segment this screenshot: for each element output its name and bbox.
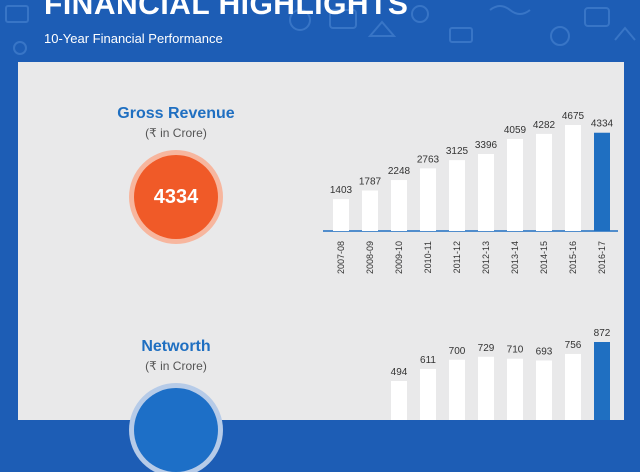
bar-2011-12 bbox=[449, 359, 465, 420]
page-title: FINANCIAL HIGHLIGHTS bbox=[44, 0, 409, 21]
data-label-2012-13: 729 bbox=[478, 343, 495, 354]
data-label-2016-17: 872 bbox=[594, 328, 611, 339]
tick-label-2011-12: 2011-12 bbox=[452, 241, 462, 273]
data-label-2014-15: 693 bbox=[536, 346, 553, 357]
header-pattern bbox=[5, 5, 636, 55]
bar-2016-17 bbox=[594, 342, 610, 420]
bar-2012-13 bbox=[478, 356, 494, 420]
data-label-2013-14: 4059 bbox=[504, 125, 527, 136]
gross-revenue-unit: (₹ in Crore) bbox=[145, 126, 207, 140]
gross-revenue-chart: 1403 2007-08 1787 2008-09 2248 2009-10 2763 201… bbox=[323, 111, 618, 274]
bar-2009-10 bbox=[391, 180, 407, 231]
data-label-2016-17: 4334 bbox=[591, 119, 614, 130]
bar-2011-12 bbox=[449, 160, 465, 231]
tick-label-2012-13: 2012-13 bbox=[481, 241, 491, 274]
networth-title: Networth bbox=[141, 338, 211, 355]
bar-2014-15 bbox=[536, 133, 552, 231]
gross-revenue-highlight-circle: 4334 bbox=[134, 155, 218, 239]
bar-2010-11 bbox=[420, 368, 436, 420]
tick-label-2008-09: 2008-09 bbox=[365, 241, 375, 274]
data-label-2007-08: 1403 bbox=[330, 185, 353, 196]
right-border-strip bbox=[624, 62, 640, 420]
tick-label-2016-17: 2016-17 bbox=[597, 241, 607, 274]
gross-revenue-title: Gross Revenue bbox=[117, 105, 235, 122]
bar-2008-09 bbox=[362, 190, 378, 231]
bar-2015-16 bbox=[565, 125, 581, 231]
bar-2016-17 bbox=[594, 132, 610, 231]
data-label-2010-11: 2763 bbox=[417, 154, 440, 165]
data-label-2010-11: 611 bbox=[420, 355, 436, 366]
networth-highlight-circle bbox=[134, 388, 218, 472]
header-banner: FINANCIAL HIGHLIGHTS 10-Year Financial P… bbox=[0, 0, 640, 62]
tick-label-2015-16: 2015-16 bbox=[568, 241, 578, 274]
tick-label-2013-14: 2013-14 bbox=[510, 241, 520, 274]
tick-label-2007-08: 2007-08 bbox=[336, 241, 346, 274]
bar-2009-10 bbox=[391, 381, 407, 420]
networth-unit: (₹ in Crore) bbox=[145, 359, 207, 373]
page-subtitle: 10-Year Financial Performance bbox=[44, 31, 223, 46]
data-label-2009-10: 494 bbox=[391, 367, 408, 378]
bar-2013-14 bbox=[507, 358, 523, 420]
data-label-2011-12: 3125 bbox=[446, 146, 469, 157]
bar-2014-15 bbox=[536, 360, 552, 420]
bar-2015-16 bbox=[565, 353, 581, 420]
data-label-2015-16: 756 bbox=[565, 340, 582, 351]
bar-2013-14 bbox=[507, 138, 523, 231]
bar-2007-08 bbox=[333, 199, 349, 231]
bar-2010-11 bbox=[420, 168, 436, 231]
tick-label-2010-11: 2010-11 bbox=[423, 241, 433, 273]
data-label-2011-12: 700 bbox=[449, 346, 466, 357]
left-border-strip bbox=[0, 62, 18, 420]
data-label-2008-09: 1787 bbox=[359, 176, 382, 187]
bar-2012-13 bbox=[478, 153, 494, 231]
data-label-2013-14: 710 bbox=[507, 345, 524, 356]
data-label-2012-13: 3396 bbox=[475, 140, 498, 151]
tick-label-2009-10: 2009-10 bbox=[394, 241, 404, 274]
data-label-2009-10: 2248 bbox=[388, 166, 411, 177]
networth-chart: 494 611 700 729 710 693 756 872 bbox=[391, 328, 611, 420]
data-label-2014-15: 4282 bbox=[533, 120, 556, 131]
data-label-2015-16: 4675 bbox=[562, 111, 585, 122]
tick-label-2014-15: 2014-15 bbox=[539, 241, 549, 274]
